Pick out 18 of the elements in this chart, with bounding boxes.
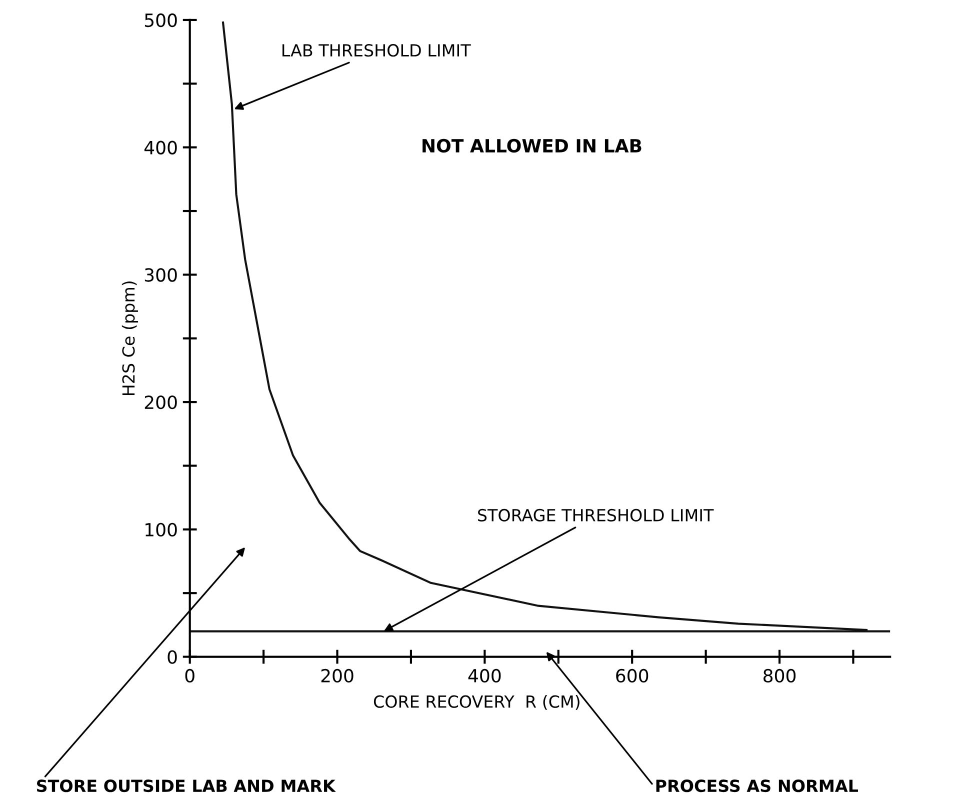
annotation: LAB THRESHOLD LIMIT [282,44,471,57]
text: STORE OUTSIDE LAB AND MARK [36,780,336,792]
x-tick-label: 0 [185,668,194,683]
y-tick-label: 500 [144,13,177,28]
x-tick-label: 800 [764,668,796,683]
annotation: NOT ALLOWED IN LAB [422,138,642,153]
annotation: STORAGE THRESHOLD LIMIT [478,508,714,522]
y-tick-label: 200 [144,396,177,410]
y-axis-title: H2S Ce (ppm) [122,282,138,396]
y-tick-label: 100 [146,522,177,537]
y-tick-label: 400 [144,140,177,154]
x-tick-label: 600 [616,668,648,683]
y-tick-label: 0 [168,650,177,664]
y-tick-label: 300 [144,268,177,282]
x-tick-label: 400 [468,668,501,683]
x-axis-title: CORE RECOVERY R (CM) [374,695,580,710]
text: PROCESS AS NORMAL [656,780,858,792]
x-tick-label: 200 [321,668,354,683]
